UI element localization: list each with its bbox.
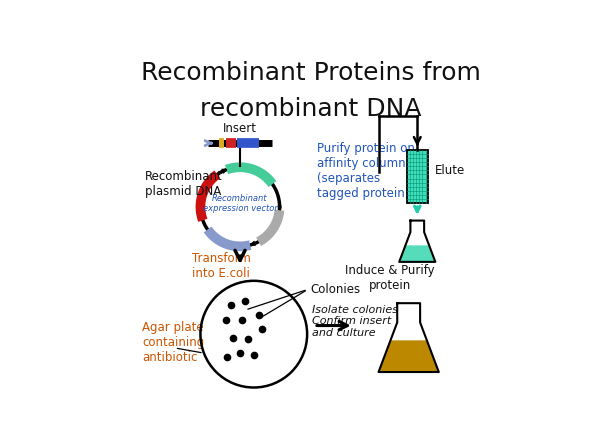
Polygon shape bbox=[379, 340, 439, 372]
Text: Insert: Insert bbox=[223, 122, 257, 135]
Text: Recombinant
expression vector: Recombinant expression vector bbox=[202, 194, 278, 213]
Text: Recombinant Proteins from: Recombinant Proteins from bbox=[141, 60, 481, 84]
Text: Elute: Elute bbox=[435, 164, 465, 177]
Text: Colonies: Colonies bbox=[310, 283, 360, 296]
Text: Induce & Purify
protein: Induce & Purify protein bbox=[345, 264, 435, 292]
Text: Purify protein on
affinity column
(separates
tagged protein): Purify protein on affinity column (separ… bbox=[318, 142, 415, 200]
Text: Recombinant
plasmid DNA: Recombinant plasmid DNA bbox=[145, 170, 223, 198]
Text: Agar plate
containing
antibiotic: Agar plate containing antibiotic bbox=[142, 321, 204, 364]
Text: Transform
into E.coli: Transform into E.coli bbox=[192, 252, 251, 279]
Polygon shape bbox=[407, 150, 428, 203]
Polygon shape bbox=[399, 245, 435, 262]
Text: Isolate colonies
Confirm insert
and culture: Isolate colonies Confirm insert and cult… bbox=[312, 305, 398, 338]
Text: recombinant DNA: recombinant DNA bbox=[200, 97, 421, 121]
